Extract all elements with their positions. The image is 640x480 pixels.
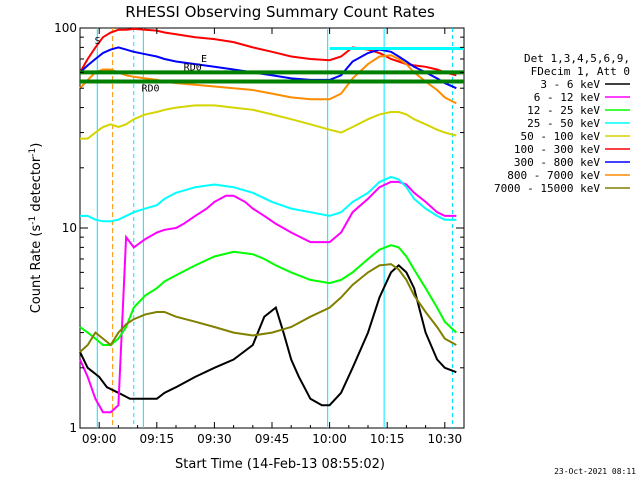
ticks-layer: 09:00 09:15 09:30 09:45 10:00 10:15 10:30 1 10 10… [54, 21, 464, 446]
x-tick-label-4: 10:00 [312, 432, 347, 446]
legend-header-0: Det 1,3,4,5,6,9, [524, 52, 630, 65]
x-tick-label-1: 09:15 [140, 432, 175, 446]
timestamp: 23-Oct-2021 08:11 [554, 467, 636, 476]
legend-label-5: 100 - 300 keV [514, 143, 600, 156]
series-layer: RD0 RD0 S E [79, 27, 464, 428]
y-axis-label: Count Rate (s-1 detector-1) [28, 143, 44, 314]
rd0-label-2: RD0 [141, 84, 159, 95]
s-marker: S [95, 36, 101, 47]
legend-label-0: 3 - 6 keV [540, 78, 600, 91]
series-line-4 [80, 104, 457, 140]
x-tick-label-2: 09:30 [197, 432, 232, 446]
series-line-1 [79, 180, 457, 414]
legend-label-2: 12 - 25 keV [527, 104, 600, 117]
legend-label-7: 800 - 7000 keV [507, 169, 600, 182]
x-tick-label-0: 09:00 [82, 432, 117, 446]
legend-label-6: 300 - 800 keV [514, 156, 600, 169]
y-axis-label-sup1: -1 [28, 216, 38, 225]
y-tick-label-1: 10 [62, 221, 77, 235]
series-line-8 [79, 263, 457, 353]
y-axis-label-a: Count Rate (s [29, 225, 44, 314]
legend-label-3: 25 - 50 keV [527, 117, 600, 130]
x-axis-label: Start Time (14-Feb-13 08:55:02) [175, 457, 385, 472]
series-line-0 [79, 264, 457, 407]
x-tick-label-3: 09:45 [255, 432, 290, 446]
series-line-3 [80, 175, 457, 223]
legend-label-1: 6 - 12 keV [534, 91, 601, 104]
y-axis-label-c: ) [29, 143, 44, 148]
y-tick-label-0: 1 [69, 421, 77, 435]
e-marker: E [201, 54, 207, 65]
legend-label-4: 50 - 100 keV [521, 130, 601, 143]
rd0-label-1: RD0 [184, 62, 202, 73]
y-axis-label-b: detector [29, 156, 44, 216]
y-tick-label-2: 100 [54, 21, 77, 35]
plot-frame [79, 27, 465, 429]
legend-header-1: FDecim 1, Att 0 [531, 65, 630, 78]
legend: Det 1,3,4,5,6,9,FDecim 1, Att 03 - 6 keV… [494, 52, 630, 195]
chart-title: RHESSI Observing Summary Count Rates [125, 3, 435, 21]
x-tick-label-6: 10:30 [428, 432, 463, 446]
legend-label-8: 7000 - 15000 keV [494, 182, 600, 195]
x-tick-label-5: 10:15 [370, 432, 405, 446]
series-line-2 [79, 244, 457, 346]
y-axis-label-sup2: -1 [28, 148, 38, 157]
